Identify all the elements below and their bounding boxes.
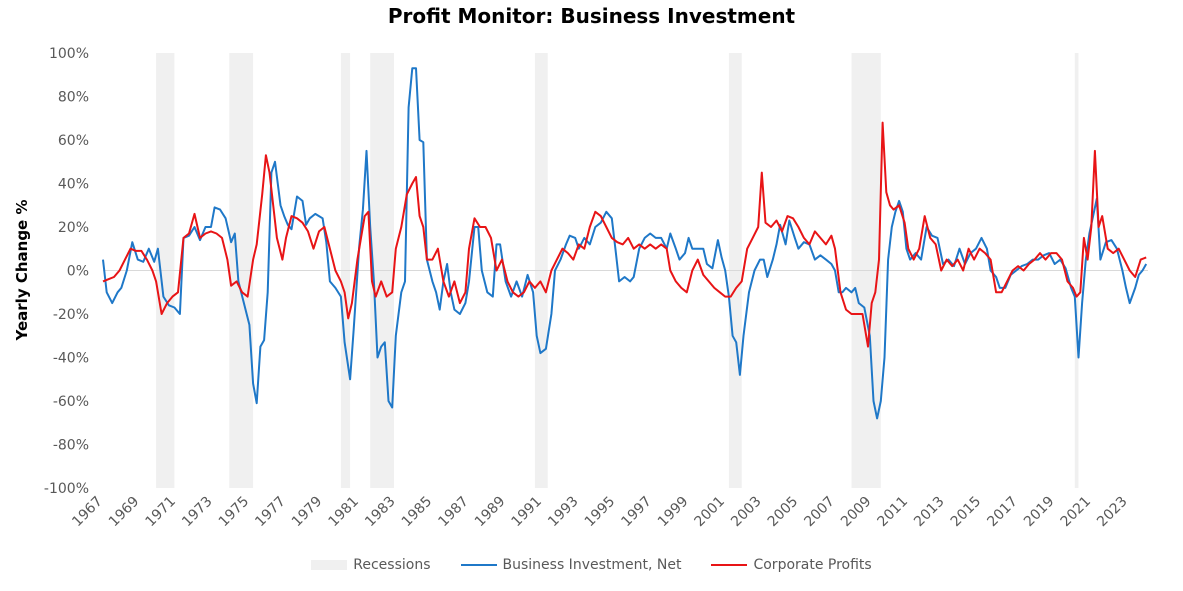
x-tick-label: 2019 bbox=[1021, 494, 1058, 531]
series-line-corporate-profits bbox=[102, 121, 1147, 348]
chart-plot: -100% -80% -60% -40% -20% 0% 20% 40% 60% 80% 100% 1… bbox=[44, 46, 1148, 531]
legend-item-recessions: Recessions bbox=[311, 557, 431, 573]
x-tick-label: 2011 bbox=[875, 494, 912, 531]
chart-title: Profit Monitor: Business Investment bbox=[387, 4, 796, 28]
y-tick-label: 80% bbox=[58, 90, 89, 106]
x-tick-label: 1997 bbox=[618, 494, 655, 531]
y-tick-label: -80% bbox=[53, 438, 89, 454]
legend-label-corporate-profits: Corporate Profits bbox=[753, 557, 872, 573]
x-tick-label: 1967 bbox=[69, 494, 106, 531]
y-tick-label: 20% bbox=[58, 220, 89, 236]
x-tick-label: 1975 bbox=[216, 494, 253, 531]
y-tick-label: -100% bbox=[44, 481, 89, 497]
x-tick-label: 2005 bbox=[765, 494, 802, 531]
corporate-profits-swatch bbox=[711, 564, 748, 566]
y-tick-label: 0% bbox=[67, 264, 89, 280]
x-tick-label: 1971 bbox=[143, 494, 180, 531]
y-tick-label: 60% bbox=[58, 133, 89, 149]
x-tick-label: 1977 bbox=[252, 494, 289, 531]
x-tick-label: 1987 bbox=[435, 494, 472, 531]
y-tick-label: 40% bbox=[58, 177, 89, 193]
x-tick-label: 2023 bbox=[1094, 494, 1131, 531]
y-tick-label: -60% bbox=[53, 394, 89, 410]
x-tick-label: 2021 bbox=[1058, 494, 1095, 531]
legend-item-corporate-profits: Corporate Profits bbox=[711, 557, 872, 573]
x-tick-label: 2009 bbox=[838, 494, 875, 531]
x-tick-label: 1973 bbox=[179, 494, 216, 531]
y-tick-label: -40% bbox=[53, 351, 89, 367]
business-investment-swatch bbox=[460, 564, 497, 566]
x-tick-label: 2007 bbox=[801, 494, 838, 531]
x-tick-label: 2015 bbox=[948, 494, 985, 531]
recession-swatch bbox=[311, 560, 348, 570]
x-tick-label: 2003 bbox=[728, 494, 765, 531]
x-tick-label: 1989 bbox=[472, 494, 509, 531]
x-tick-label: 1983 bbox=[362, 494, 399, 531]
x-tick-label: 1993 bbox=[545, 494, 582, 531]
x-tick-label: 2001 bbox=[692, 494, 729, 531]
legend-label-recessions: Recessions bbox=[353, 557, 431, 573]
x-tick-label: 1999 bbox=[655, 494, 692, 531]
x-tick-label: 2017 bbox=[984, 494, 1021, 531]
y-tick-label: -20% bbox=[53, 307, 89, 323]
x-tick-label: 1995 bbox=[582, 494, 619, 531]
x-tick-label: 1985 bbox=[399, 494, 436, 531]
x-tick-label: 1991 bbox=[509, 494, 546, 531]
x-tick-label: 1981 bbox=[326, 494, 363, 531]
chart-legend: Recessions Business Investment, Net Corp… bbox=[0, 557, 1183, 573]
y-tick-label: 100% bbox=[49, 46, 89, 62]
legend-label-business-investment: Business Investment, Net bbox=[502, 557, 682, 573]
legend-item-business-investment: Business Investment, Net bbox=[460, 557, 682, 573]
x-tick-label: 1969 bbox=[106, 494, 143, 531]
x-tick-label: 1979 bbox=[289, 494, 326, 531]
x-tick-label: 2013 bbox=[911, 494, 948, 531]
